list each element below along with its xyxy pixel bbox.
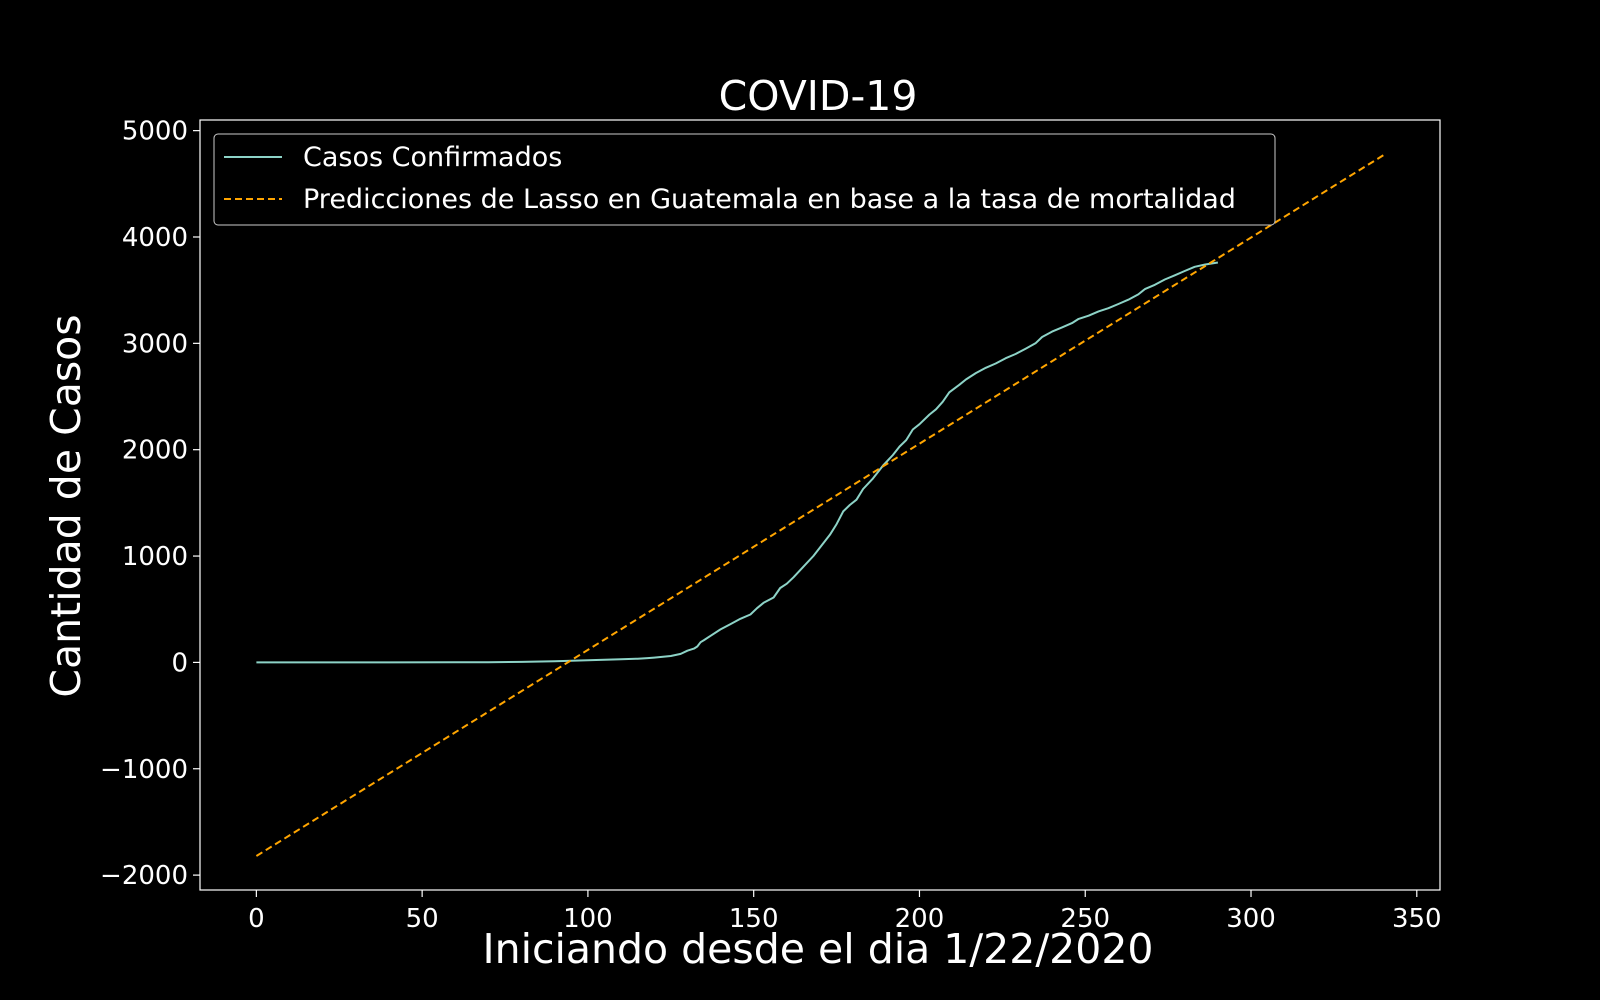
- y-tick-label: −1000: [100, 755, 188, 785]
- series-line-confirmed-cases: [256, 261, 1219, 664]
- y-tick-label: 2000: [122, 436, 188, 466]
- y-tick-label: 1000: [122, 542, 188, 572]
- legend-label-prediction: Predicciones de Lasso en Guatemala en ba…: [303, 184, 1236, 215]
- chart-title: COVID-19: [719, 72, 918, 120]
- y-tick-label: −2000: [100, 861, 188, 891]
- plot-area-frame: [199, 119, 1441, 891]
- y-tick-label: 3000: [122, 329, 188, 359]
- legend: Casos Confirmados Predicciones de Lasso …: [213, 133, 1276, 226]
- y-tick-label: 4000: [122, 223, 188, 253]
- x-tick-label: 300: [1226, 904, 1276, 934]
- x-tick-label: 150: [729, 904, 779, 934]
- y-axis-ticks: −2000 −1000 0 1000 2000 3000 4000 5000: [100, 117, 200, 891]
- plot-series: [255, 154, 1385, 857]
- legend-label-confirmed: Casos Confirmados: [303, 142, 562, 173]
- x-tick-label: 50: [406, 904, 439, 934]
- y-axis-label: Cantidad de Casos: [42, 314, 90, 697]
- x-tick-label: 100: [563, 904, 613, 934]
- x-axis-ticks: 0 50 100 150 200 250 300 350: [248, 890, 1442, 934]
- x-tick-label: 250: [1060, 904, 1110, 934]
- x-tick-label: 200: [895, 904, 945, 934]
- x-tick-label: 350: [1392, 904, 1442, 934]
- x-axis-label: Iniciando desde el dia 1/22/2020: [483, 925, 1154, 973]
- legend-box: [213, 133, 1276, 226]
- x-tick-label: 0: [248, 904, 265, 934]
- y-tick-label: 0: [171, 648, 188, 678]
- series-line-lasso-prediction: [255, 154, 1385, 857]
- y-tick-label: 5000: [122, 117, 188, 147]
